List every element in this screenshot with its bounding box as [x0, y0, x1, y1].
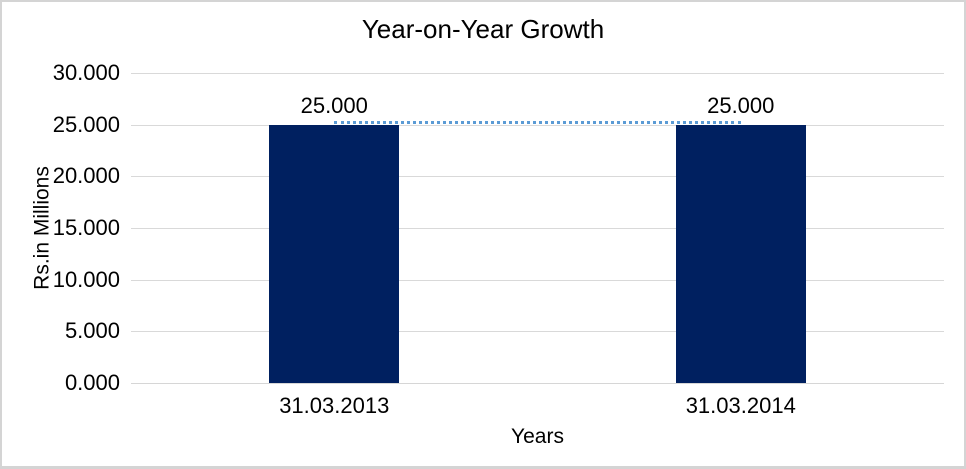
- bar-data-label: 25.000: [707, 92, 775, 118]
- gridline: [131, 73, 944, 74]
- x-category-label: 31.03.2013: [279, 393, 390, 418]
- x-axis-title: Years: [511, 425, 564, 448]
- bar-data-label: 25.000: [300, 92, 368, 118]
- y-tick-label: 10.000: [52, 266, 120, 292]
- bar: [675, 124, 806, 383]
- y-axis-tick-labels: 0.000 5.000 10.000 15.000 20.000 25.000 30.000: [2, 60, 120, 395]
- x-axis-category-labels: 31.03.2013 31.03.2014: [131, 393, 944, 421]
- y-tick-label: 0.000: [64, 370, 120, 395]
- gridline: [131, 124, 944, 126]
- gridline: [131, 279, 944, 281]
- y-tick-label: 30.000: [52, 60, 120, 85]
- bar: [269, 124, 400, 383]
- trendline: [334, 120, 741, 124]
- gridline: [131, 228, 944, 229]
- x-category-label: 31.03.2014: [685, 393, 796, 418]
- x-axis-line: [131, 383, 944, 384]
- chart-title: Year-on-Year Growth: [361, 14, 605, 44]
- y-tick-label: 25.000: [52, 111, 120, 137]
- gridline: [131, 176, 944, 178]
- plot-area: 25.000 25.000: [131, 73, 944, 384]
- y-tick-label: 15.000: [52, 215, 120, 240]
- y-tick-label: 20.000: [52, 163, 120, 189]
- gridline: [131, 331, 944, 333]
- y-tick-label: 5.000: [64, 318, 120, 344]
